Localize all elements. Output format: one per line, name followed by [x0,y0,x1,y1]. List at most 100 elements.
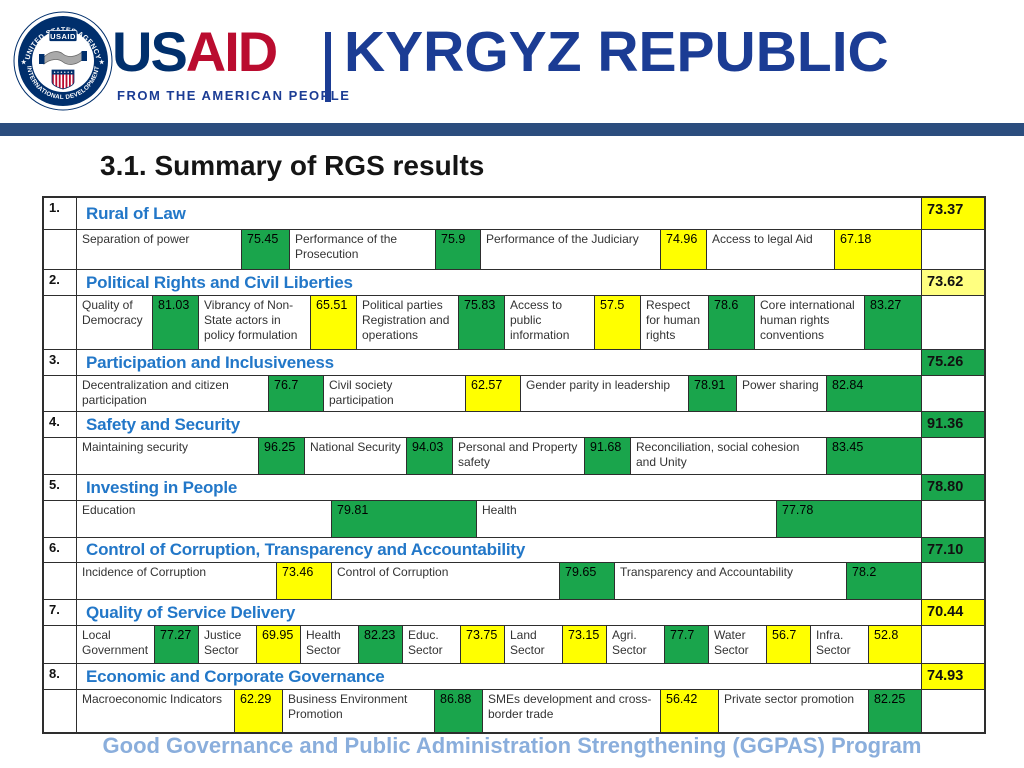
indicator-label-cell: Transparency and Accountability [615,563,847,599]
number-spacer [44,501,77,537]
indicator-value-cell: 91.68 [585,438,631,474]
indicator-label-cell: Health [477,501,777,537]
indicator-row: Education 79.81 Health 77.78 [44,501,984,538]
score-spacer [922,563,984,599]
indicator-label-cell: Educ. Sector [403,626,461,663]
header-rule-bar [0,123,1024,136]
seal-star-left-icon: ★ [21,59,27,66]
section-number: 1. [44,198,77,229]
indicator-value-cell: 94.03 [407,438,453,474]
indicator-label-cell: Decentralization and citizen participati… [77,376,269,411]
brand-divider [325,32,331,102]
section-score: 73.62 [922,270,984,295]
indicator-label-cell: Land Sector [505,626,563,663]
indicator-value-cell: 62.29 [235,690,283,732]
indicator-label-cell: Incidence of Corruption [77,563,277,599]
usaid-wordmark-aid: AID [185,20,278,83]
indicator-value-cell: 73.75 [461,626,505,663]
indicator-value-cell: 75.83 [459,296,505,349]
indicator-label-cell: Business Environment Promotion [283,690,435,732]
indicator-label-cell: Local Government [77,626,155,663]
number-spacer [44,230,77,269]
indicator-label-cell: Maintaining security [77,438,259,474]
indicator-row: Decentralization and citizen participati… [44,376,984,412]
seal-star-right-icon: ★ [99,59,105,66]
indicator-value-cell: 73.46 [277,563,332,599]
indicator-value-cell: 67.18 [835,230,922,269]
indicator-label-cell: Civil society participation [324,376,466,411]
indicator-value-cell: 62.57 [466,376,521,411]
score-spacer [922,376,984,411]
indicator-value-cell: 78.6 [709,296,755,349]
section-title: Economic and Corporate Governance [77,664,922,689]
indicator-value-cell: 79.81 [332,501,477,537]
indicator-value-cell: 82.23 [359,626,403,663]
indicator-label-cell: Access to public information [505,296,595,349]
number-spacer [44,438,77,474]
indicator-label-cell: Education [77,501,332,537]
indicator-row: Maintaining security 96.25 National Securi… [44,438,984,475]
section-header-row: 6. Control of Corruption, Transparency an… [44,538,984,563]
indicator-row: Local Government 77.27 Justice Sector 69.95… [44,626,984,664]
section-header-row: 7. Quality of Service Delivery 70.44 [44,600,984,626]
section-title: Political Rights and Civil Liberties [77,270,922,295]
indicator-label-cell: Vibrancy of Non-State actors in policy f… [199,296,311,349]
section-header-row: 4. Safety and Security 91.36 [44,412,984,438]
number-spacer [44,296,77,349]
indicator-value-cell: 74.96 [661,230,707,269]
indicator-value-cell: 75.9 [436,230,481,269]
number-spacer [44,626,77,663]
section-score: 77.10 [922,538,984,562]
usaid-wordmark: USAID [112,24,278,80]
score-spacer [922,626,984,663]
indicator-label-cell: Infra. Sector [811,626,869,663]
indicator-label-cell: Performance of the Judiciary [481,230,661,269]
section-number: 7. [44,600,77,625]
indicator-label-cell: Separation of power [77,230,242,269]
section-title: Control of Corruption, Transparency and … [77,538,922,562]
indicator-value-cell: 57.5 [595,296,641,349]
score-spacer [922,690,984,732]
indicator-row: Macroeconomic Indicators 62.29 Business En… [44,690,984,732]
indicator-label-cell: Macroeconomic Indicators [77,690,235,732]
indicator-label-cell: Control of Corruption [332,563,560,599]
indicator-value-cell: 82.84 [827,376,922,411]
region-title: KYRGYZ REPUBLIC [344,20,889,84]
indicator-value-cell: 77.7 [665,626,709,663]
indicator-value-cell: 83.45 [827,438,922,474]
indicator-value-cell: 78.2 [847,563,922,599]
indicator-row: Separation of power 75.45 Performance of t… [44,230,984,270]
section-score: 91.36 [922,412,984,437]
number-spacer [44,376,77,411]
score-spacer [922,438,984,474]
indicator-value-cell: 83.27 [865,296,922,349]
indicator-label-cell: Personal and Property safety [453,438,585,474]
indicator-value-cell: 77.27 [155,626,199,663]
indicator-label-cell: Quality of Democracy [77,296,153,349]
rgs-table: 1. Rural of Law 73.37 Separation of power 75… [42,196,986,734]
slide-title: 3.1. Summary of RGS results [100,150,485,181]
section-number: 6. [44,538,77,562]
indicator-value-cell: 96.25 [259,438,305,474]
indicator-value-cell: 65.51 [311,296,357,349]
usaid-seal-icon: UNITED STATES AGENCY INTERNATIONAL DEVEL… [13,11,113,111]
indicator-value-cell: 78.91 [689,376,737,411]
section-number: 8. [44,664,77,689]
indicator-label-cell: National Security [305,438,407,474]
indicator-label-cell: Access to legal Aid [707,230,835,269]
section-score: 78.80 [922,475,984,500]
indicator-label-cell: Political parties Registration and opera… [357,296,459,349]
shield-icon [51,69,75,90]
section-score: 75.26 [922,350,984,375]
section-number: 4. [44,412,77,437]
section-title: Participation and Inclusiveness [77,350,922,375]
score-spacer [922,230,984,269]
section-score: 73.37 [922,198,984,229]
indicator-label-cell: Health Sector [301,626,359,663]
number-spacer [44,563,77,599]
indicator-value-cell: 76.7 [269,376,324,411]
section-score: 70.44 [922,600,984,625]
indicator-value-cell: 75.45 [242,230,290,269]
section-number: 3. [44,350,77,375]
